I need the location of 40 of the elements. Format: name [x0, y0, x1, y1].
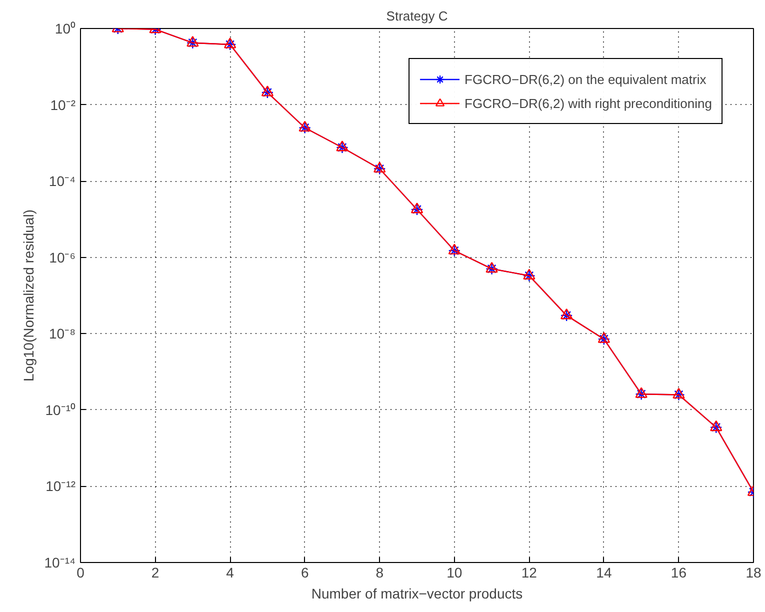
point	[560, 309, 573, 322]
point	[336, 140, 348, 152]
x-tick-label: 4	[226, 564, 234, 580]
x-tick-label: 12	[521, 564, 538, 580]
point	[410, 202, 424, 214]
point	[560, 308, 573, 320]
y-tick-label: 10⁻⁸	[49, 326, 76, 342]
point	[448, 244, 460, 257]
point	[523, 268, 536, 280]
x-tick-label: 2	[151, 564, 160, 580]
x-tick-label: 6	[300, 564, 309, 580]
x-tick-label: 0	[76, 564, 85, 580]
y-tick-label: 10⁻¹²	[46, 478, 76, 494]
point	[635, 387, 648, 398]
x-tick-label: 8	[376, 564, 384, 580]
point	[635, 388, 648, 400]
y-tick-label: 10⁻⁴	[48, 173, 76, 190]
x-tick-label: 10	[446, 564, 462, 580]
y-tick-label: 10⁻¹⁰	[45, 402, 76, 418]
point	[261, 86, 274, 96]
x-tick-label: 18	[746, 564, 762, 580]
x-axis-title: Number of matrix−vector products	[311, 586, 523, 602]
point	[224, 38, 236, 51]
y-tick-label: 10⁻⁶	[49, 249, 76, 266]
point	[523, 270, 536, 282]
point	[598, 332, 610, 343]
point	[261, 86, 274, 99]
x-tick-label: 16	[670, 564, 687, 580]
x-tick-label: 14	[596, 564, 612, 580]
legend-label: FGCRO−DR(6,2) on the equivalent matrix	[464, 72, 706, 86]
y-axis-title: Log10(Normalized residual)	[20, 210, 36, 382]
y-tick-label: 10⁻²	[50, 96, 76, 113]
legend-label: FGCRO−DR(6,2) with right preconditioning	[464, 96, 712, 110]
point	[336, 141, 348, 154]
y-tick-label: 10⁻¹⁴	[44, 554, 76, 570]
point	[448, 244, 460, 254]
chart-title: Strategy C	[386, 8, 448, 24]
point	[598, 332, 610, 346]
y-tick-label: 10⁰	[54, 20, 76, 36]
point	[224, 38, 236, 48]
